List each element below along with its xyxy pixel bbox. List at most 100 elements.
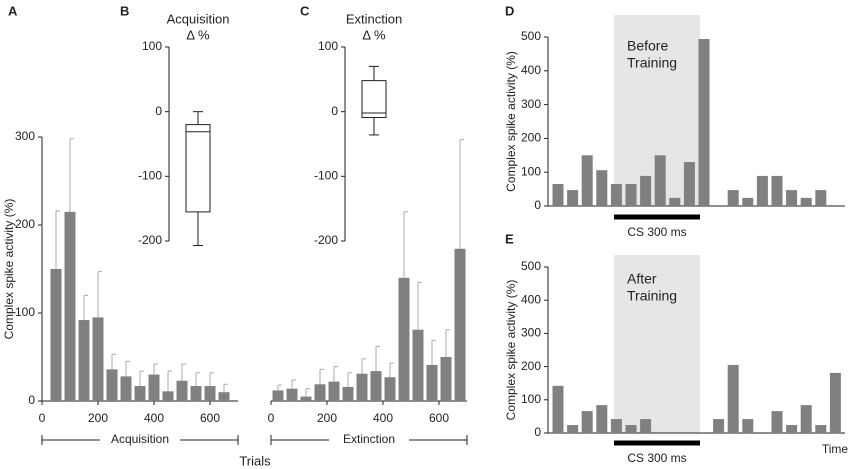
y-axis-label: Complex spike activity (%) xyxy=(2,199,16,340)
y-tick-label: -100 xyxy=(138,169,162,183)
y-tick-label: 0 xyxy=(534,425,541,439)
bar xyxy=(727,190,739,206)
bar xyxy=(218,392,230,401)
x-tick-label: 200 xyxy=(317,411,337,425)
y-tick-label: 500 xyxy=(521,29,541,43)
bar xyxy=(698,39,710,206)
bar xyxy=(625,425,637,433)
bar xyxy=(134,386,146,401)
x-axis-label: Time xyxy=(822,442,849,456)
bar xyxy=(176,380,188,401)
group-label: Acquisition xyxy=(111,432,169,446)
bar xyxy=(328,381,340,401)
bar xyxy=(314,384,326,401)
group-label: Extinction xyxy=(343,432,395,446)
bar xyxy=(162,391,174,401)
x-tick-label: 200 xyxy=(88,411,108,425)
bar xyxy=(412,329,424,401)
bar xyxy=(370,371,382,401)
bar xyxy=(120,376,132,401)
bar xyxy=(829,372,841,433)
panel-label: D xyxy=(505,3,514,18)
bar xyxy=(78,320,90,401)
bar xyxy=(786,425,798,433)
y-axis-label: Complex spike activity (%) xyxy=(504,280,518,421)
bar xyxy=(742,197,754,206)
bar xyxy=(610,184,622,206)
x-tick-label: 400 xyxy=(373,411,393,425)
bar xyxy=(640,419,652,433)
bar xyxy=(640,175,652,206)
bar xyxy=(440,357,452,401)
x-tick-label: 0 xyxy=(268,411,275,425)
bar xyxy=(596,170,608,206)
annotation: Before xyxy=(627,38,668,54)
panel-label: A xyxy=(8,3,18,18)
cs-label: CS 300 ms xyxy=(627,225,686,239)
x-tick-label: 400 xyxy=(144,411,164,425)
y-tick-label: 300 xyxy=(521,97,541,111)
bar xyxy=(190,386,202,401)
x-axis-label: Trials xyxy=(239,453,271,468)
bar xyxy=(426,364,438,401)
y-tick-label: 200 xyxy=(521,359,541,373)
bar xyxy=(567,190,579,206)
y-tick-label: -100 xyxy=(314,169,338,183)
y-tick-label: 200 xyxy=(15,217,35,231)
y-tick-label: 100 xyxy=(318,39,338,53)
bar xyxy=(786,190,798,206)
label-bg xyxy=(329,432,409,448)
bar xyxy=(300,396,312,401)
bar xyxy=(800,197,812,206)
bar xyxy=(92,317,104,401)
y-tick-label: 500 xyxy=(521,259,541,273)
box xyxy=(185,124,211,213)
bar xyxy=(654,155,666,206)
bar xyxy=(625,184,637,206)
bar xyxy=(610,419,622,433)
bar xyxy=(342,386,354,401)
y-tick-label: 100 xyxy=(15,305,35,319)
chart-title: Acquisition xyxy=(167,11,230,26)
bar xyxy=(596,405,608,433)
y-tick-label: 100 xyxy=(142,39,162,53)
annotation: Training xyxy=(627,55,677,71)
y-tick-label: 300 xyxy=(15,129,35,143)
cs-label: CS 300 ms xyxy=(627,451,686,465)
bar xyxy=(742,419,754,433)
bar xyxy=(384,377,396,401)
bar xyxy=(800,405,812,433)
panel-label: C xyxy=(300,3,310,18)
y-tick-label: 300 xyxy=(521,326,541,340)
y-tick-label: -200 xyxy=(314,233,338,247)
chart-title: Δ % xyxy=(362,27,386,42)
y-tick-label: -200 xyxy=(138,233,162,247)
cs-bar xyxy=(614,214,700,220)
bar xyxy=(398,277,410,401)
bar xyxy=(148,374,160,401)
bar xyxy=(64,211,76,401)
bar xyxy=(106,369,118,401)
y-tick-label: 0 xyxy=(155,104,162,118)
y-tick-label: 100 xyxy=(521,392,541,406)
chart-title: Extinction xyxy=(346,11,402,26)
bar xyxy=(356,373,368,401)
bar xyxy=(771,411,783,433)
annotation: After xyxy=(627,271,657,287)
y-tick-label: 400 xyxy=(521,63,541,77)
bar xyxy=(815,425,827,433)
y-axis-label: Complex spike activity (%) xyxy=(504,51,518,192)
bar xyxy=(669,197,681,206)
bar xyxy=(204,386,216,401)
bar xyxy=(727,364,739,433)
bar xyxy=(552,184,564,206)
annotation: Training xyxy=(627,288,677,304)
bar xyxy=(756,175,768,206)
bar xyxy=(50,269,62,401)
bar xyxy=(815,190,827,206)
x-tick-label: 0 xyxy=(39,411,46,425)
y-tick-label: 0 xyxy=(331,104,338,118)
bar xyxy=(272,390,284,401)
label-bg xyxy=(100,432,180,448)
